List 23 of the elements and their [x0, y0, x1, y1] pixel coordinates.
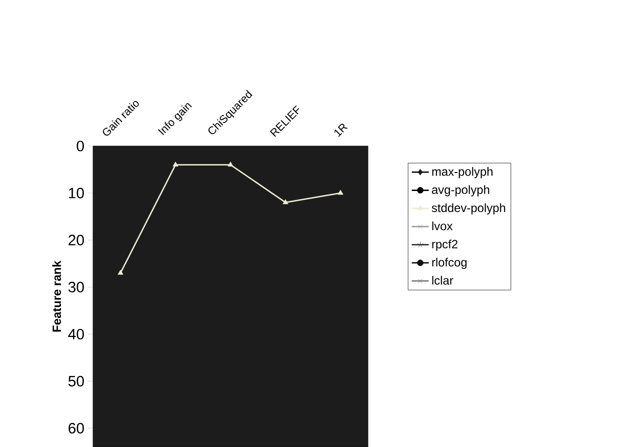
y-tick-label: 10 — [69, 188, 84, 198]
legend-label: lvox — [432, 221, 453, 230]
x-tick-label: 1R — [334, 124, 348, 137]
x-tick-label: Info gain — [158, 103, 192, 136]
y-tick-label: 40 — [68, 328, 84, 340]
legend-label: rlofcog — [432, 258, 467, 269]
legend-label: rpcf2 — [432, 240, 458, 251]
point — [228, 162, 234, 167]
legend-label: max-polyph — [432, 167, 492, 178]
point — [338, 190, 344, 195]
y-tick-label: 50 — [68, 376, 84, 386]
legend-label: avg-polyph — [432, 185, 490, 196]
y-axis-title: Feature rank — [52, 260, 62, 332]
y-tick-label: 0 — [76, 140, 84, 152]
y-tick-label: 30 — [68, 282, 84, 292]
y-tick-label: 20 — [68, 234, 84, 246]
y-tick-label: 60 — [68, 422, 84, 434]
point — [282, 199, 288, 204]
legend-label: lclar — [432, 276, 454, 285]
point — [172, 162, 178, 167]
legend-label: stddev-polyph — [432, 203, 506, 214]
point — [118, 270, 124, 275]
x-tick-label: Gain ratio — [102, 100, 139, 136]
